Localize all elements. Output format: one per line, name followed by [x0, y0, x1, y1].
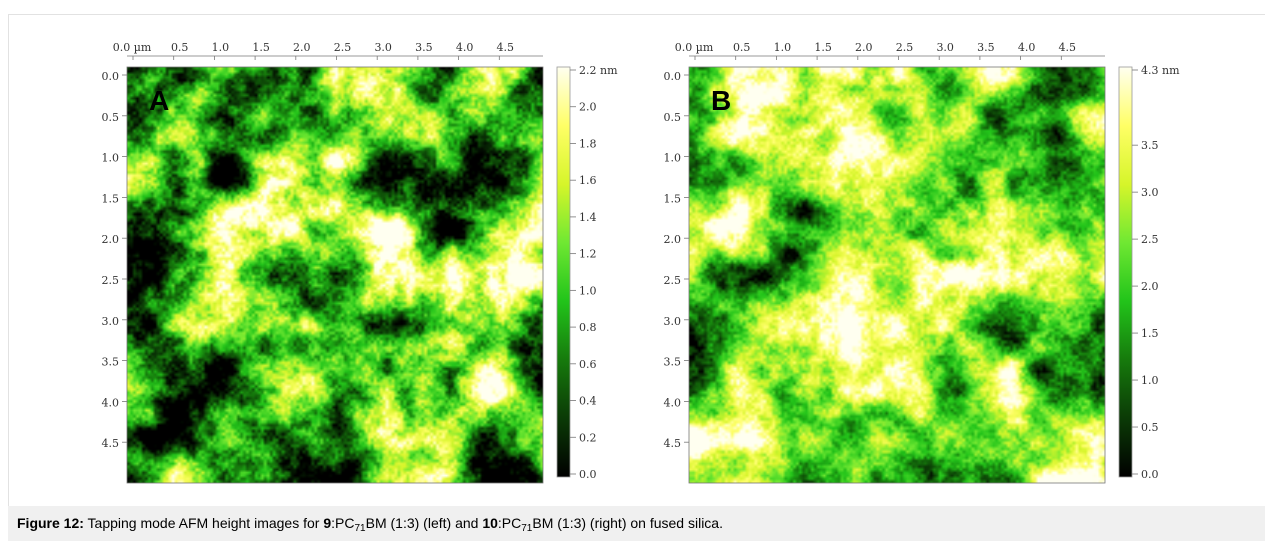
- x-tick-label-a-1: 0.5: [171, 41, 189, 54]
- y-tick-label-a-1: 0.5: [102, 111, 120, 124]
- y-tick-label-a-0: 0.0: [102, 70, 120, 83]
- y-tick-label-a-8: 4.0: [102, 396, 120, 409]
- x-tick-label-a-0: 0.0 µm: [113, 41, 152, 54]
- y-tick-label-a-5: 2.5: [102, 274, 120, 287]
- colorbar-tick-label-a-7: 0.8: [579, 321, 597, 334]
- x-tick-label-a-6: 3.0: [374, 41, 392, 54]
- y-tick-label-b-4: 2.0: [664, 233, 682, 246]
- caption-text-5: BM (1:3) (right) on fused silica.: [532, 515, 723, 531]
- x-tick-label-b-3: 1.5: [814, 41, 832, 54]
- colorbar-tick-label-b-7: 0.5: [1141, 421, 1159, 434]
- caption-sub-2: 71: [521, 523, 533, 534]
- y-tick-label-a-9: 4.5: [102, 437, 120, 450]
- x-tick-label-a-2: 1.0: [212, 41, 230, 54]
- y-tick-label-b-3: 1.5: [664, 192, 682, 205]
- x-tick-label-b-0: 0.0 µm: [675, 41, 714, 54]
- caption-compound-9: 9: [323, 515, 332, 531]
- x-tick-label-a-7: 3.5: [415, 41, 433, 54]
- panel-letter-a: A: [149, 85, 169, 116]
- afm-panel-a: 0.0 µm 0.5 1.0 1.5 2.0 2.5 3.0 3.5 4.0 4.5 0.0 0.5 1…: [0, 0, 620, 506]
- caption-label: Figure 12:: [17, 515, 84, 531]
- caption-text-4: :PC: [497, 515, 522, 531]
- colorbar-a: [556, 66, 571, 478]
- y-tick-label-a-6: 3.0: [102, 315, 120, 328]
- caption-text-2: :PC: [331, 515, 355, 531]
- colorbar-tick-label-a-10: 0.2: [579, 431, 597, 444]
- afm-height-map-b: [689, 67, 1105, 483]
- x-tick-label-b-5: 2.5: [896, 41, 914, 54]
- y-tick-label-b-7: 3.5: [664, 356, 682, 369]
- x-tick-label-b-4: 2.0: [855, 41, 873, 54]
- y-tick-label-b-8: 4.0: [664, 396, 682, 409]
- y-tick-label-a-2: 1.0: [102, 152, 120, 165]
- y-tick-label-b-6: 3.0: [664, 315, 682, 328]
- x-tick-label-b-9: 4.5: [1059, 41, 1077, 54]
- colorbar-tick-label-a-5: 1.2: [579, 248, 597, 261]
- x-tick-label-a-5: 2.5: [334, 41, 352, 54]
- colorbar-tick-label-a-4: 1.4: [579, 211, 597, 224]
- figure-frame: [8, 14, 1265, 541]
- colorbar-tick-label-b-6: 1.0: [1141, 374, 1159, 387]
- colorbar-tick-label-b-0: 4.3 nm: [1141, 64, 1180, 77]
- colorbar-tick-label-b-1: 3.5: [1141, 139, 1159, 152]
- colorbar-tick-label-b-2: 3.0: [1141, 186, 1159, 199]
- image-border-b: [688, 66, 1106, 484]
- y-tick-label-b-9: 4.5: [664, 437, 682, 450]
- x-tick-label-b-2: 1.0: [774, 41, 792, 54]
- figure: 0.0 µm 0.5 1.0 1.5 2.0 2.5 3.0 3.5 4.0 4.5 0.0 0.5 1…: [0, 0, 1182, 506]
- colorbar-tick-label-a-2: 1.8: [579, 137, 597, 150]
- x-tick-label-a-9: 4.5: [497, 41, 515, 54]
- x-tick-label-b-7: 3.5: [977, 41, 995, 54]
- colorbar-tick-label-a-11: 0.0: [579, 468, 597, 481]
- y-tick-label-b-2: 1.0: [664, 152, 682, 165]
- y-tick-label-a-7: 3.5: [102, 356, 120, 369]
- y-tick-label-b-5: 2.5: [664, 274, 682, 287]
- colorbar-tick-label-a-3: 1.6: [579, 174, 597, 187]
- x-tick-label-b-1: 0.5: [733, 41, 751, 54]
- x-tick-label-b-8: 4.0: [1018, 41, 1036, 54]
- caption-text-3: BM (1:3) (left) and: [365, 515, 483, 531]
- x-tick-label-a-4: 2.0: [293, 41, 311, 54]
- y-tick-label-b-0: 0.0: [664, 70, 682, 83]
- image-border-a: [126, 66, 544, 484]
- colorbar-tick-label-a-6: 1.0: [579, 284, 597, 297]
- x-tick-label-a-8: 4.0: [456, 41, 474, 54]
- colorbar-tick-label-b-5: 1.5: [1141, 327, 1159, 340]
- afm-height-map-a: [127, 67, 543, 483]
- caption-sub-1: 71: [354, 523, 366, 534]
- colorbar-tick-label-b-3: 2.5: [1141, 233, 1159, 246]
- colorbar-tick-label-a-0: 2.2 nm: [579, 64, 618, 77]
- colorbar-tick-label-b-4: 2.0: [1141, 280, 1159, 293]
- afm-panel-b: 0.0 µm 0.5 1.0 1.5 2.0 2.5 3.0 3.5 4.0 4.5 0.0 0.5 1…: [562, 0, 1182, 506]
- y-tick-label-a-4: 2.0: [102, 233, 120, 246]
- x-tick-label-a-3: 1.5: [252, 41, 270, 54]
- colorbar-tick-label-a-8: 0.6: [579, 358, 597, 371]
- figure-caption: Figure 12: Tapping mode AFM height image…: [8, 506, 1265, 541]
- colorbar-tick-label-a-1: 2.0: [579, 101, 597, 114]
- caption-compound-10: 10: [482, 515, 498, 531]
- colorbar-tick-label-a-9: 0.4: [579, 395, 597, 408]
- y-tick-label-a-3: 1.5: [102, 192, 120, 205]
- caption-text-1: Tapping mode AFM height images for: [83, 515, 324, 531]
- colorbar-tick-label-b-8: 0.0: [1141, 468, 1159, 481]
- x-tick-label-b-6: 3.0: [936, 41, 954, 54]
- afm-panel-a-svg: 0.0 µm 0.5 1.0 1.5 2.0 2.5 3.0 3.5 4.0 4.5 0.0 0.5 1…: [102, 41, 618, 484]
- afm-panel-b-svg: 0.0 µm 0.5 1.0 1.5 2.0 2.5 3.0 3.5 4.0 4.5 0.0 0.5 1…: [664, 41, 1180, 484]
- colorbar-b: [1118, 66, 1133, 478]
- panel-letter-b: B: [711, 85, 731, 116]
- y-tick-label-b-1: 0.5: [664, 111, 682, 124]
